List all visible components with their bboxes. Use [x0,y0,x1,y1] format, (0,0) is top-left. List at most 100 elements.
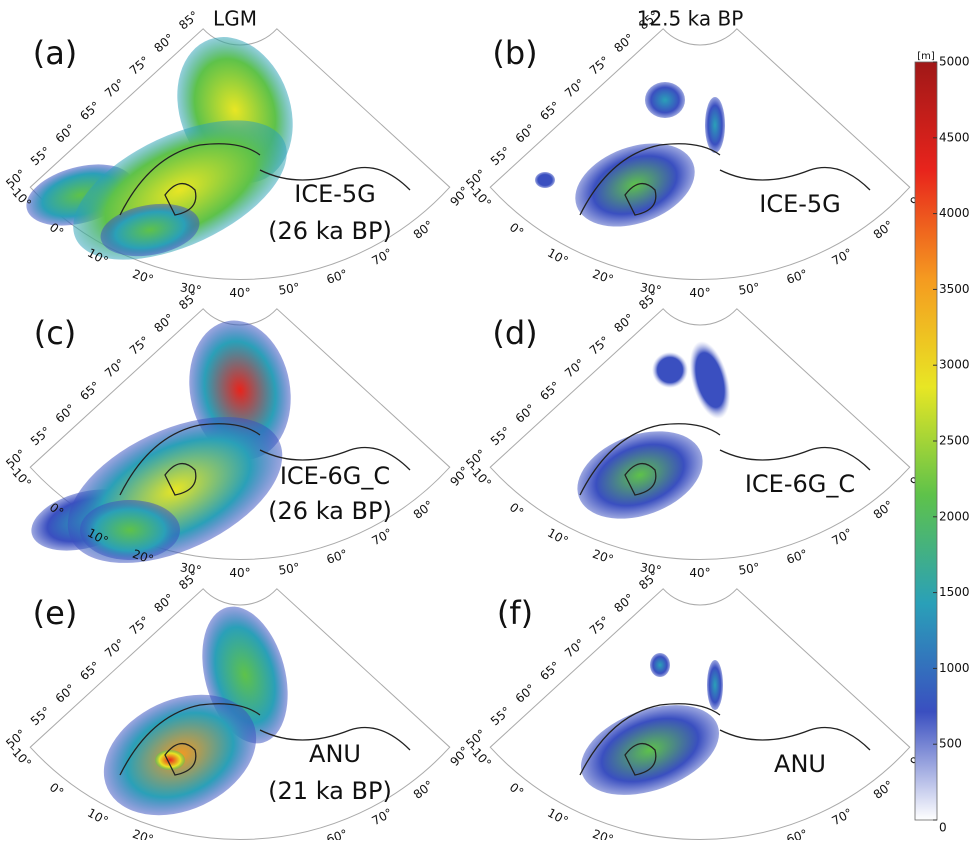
colorbar-tick-label: 3000 [939,358,970,372]
map-frame [490,29,910,280]
lat-label: 70° [102,356,127,380]
lon-label: 20° [131,267,156,287]
lon-label: 80° [411,778,436,802]
model-name: ANU [309,740,361,768]
map-panel: 50°55°60°65°70°75°80°85°-10°0°10°20°30°4… [3,288,472,593]
lat-label: 55° [488,424,513,448]
lat-label: 70° [562,76,587,100]
lat-label: 70° [102,76,127,100]
lon-label: 50° [738,280,761,297]
ice-sheet [535,172,555,188]
lat-label: 55° [28,424,53,448]
lat-label: 55° [488,144,513,168]
page: {"columns": ["LGM", "12.5 ka BP"], "pane… [0,0,970,840]
map-panel: 50°55°60°65°70°75°80°85°-10°0°10°20°30°4… [3,8,472,300]
lat-label: 80° [151,311,176,335]
model-age: (26 ka BP) [268,217,392,245]
ice-sheet [650,653,670,677]
lon-label: 40° [229,286,250,300]
lat-label: 65° [537,659,562,683]
lon-label: 10° [545,806,570,828]
lon-label: 60° [325,827,350,840]
lon-label: 50° [278,560,301,577]
map-panel: 50°55°60°65°70°75°80°85°-10°0°10°20°30°4… [3,568,472,840]
lon-label: 0° [507,220,526,239]
lat-label: 60° [513,681,538,705]
lon-label: 70° [370,526,395,548]
lon-label: 20° [591,547,616,567]
panel-label: (b) [492,34,537,72]
lon-label: 20° [591,827,616,840]
lat-label: 75° [587,613,612,637]
lon-label: 20° [591,267,616,287]
lon-label: 50° [278,280,301,297]
lon-label: 60° [325,547,350,567]
lon-label: 60° [785,547,810,567]
lon-label: 20° [131,827,156,840]
ice-sheet [705,97,725,153]
model-name: ICE-6G_C [280,462,390,490]
lon-label: 80° [871,218,896,242]
panel-label: (e) [33,594,78,632]
lon-label: 0° [507,780,526,799]
lon-label: 40° [229,566,250,580]
lat-label: 65° [77,99,102,123]
lat-label: 65° [537,379,562,403]
lat-label: 75° [127,333,152,357]
model-name: ICE-5G [759,190,841,218]
map-panel: 50°55°60°65°70°75°80°85°-10°0°10°20°30°4… [463,8,932,300]
lon-label: 80° [411,498,436,522]
lat-label: 60° [53,681,78,705]
colorbar-tick-label: 500 [939,737,962,751]
lat-label: 75° [587,333,612,357]
ice-sheet [652,352,688,388]
lat-label: 60° [53,401,78,425]
lon-label: 10° [545,526,570,548]
map-panel: 50°55°60°65°70°75°80°85°-10°0°10°20°30°4… [463,568,932,840]
lon-label: 60° [785,827,810,840]
lon-label: 60° [785,267,810,287]
panel-label: (f) [497,594,533,632]
lon-label: 70° [830,526,855,548]
lat-label: 80° [151,31,176,55]
lon-label: 70° [830,246,855,268]
lat-label: 60° [513,401,538,425]
lon-label: 40° [689,286,710,300]
lat-label: 75° [587,53,612,77]
lon-label: 70° [830,806,855,828]
lat-label: 80° [611,311,636,335]
lat-label: 75° [127,53,152,77]
lat-label: 80° [611,591,636,615]
lon-label: 70° [370,806,395,828]
lon-label: 50° [738,560,761,577]
colorbar-tick-label: 1000 [939,661,970,675]
lat-label: 80° [611,31,636,55]
lat-label: 65° [537,99,562,123]
column-title: LGM [213,7,257,31]
lon-label: 10° [545,246,570,268]
lat-label: 65° [77,379,102,403]
map-panel: 50°55°60°65°70°75°80°85°-10°0°10°20°30°4… [463,288,932,580]
colorbar-tick-label: 3500 [939,282,970,296]
colorbar-tick-label: 4500 [939,130,970,144]
lon-label: 40° [689,566,710,580]
lon-label: 10° [85,806,110,828]
ice-sheet [707,660,723,710]
model-age: (26 ka BP) [268,497,392,525]
lat-label: 75° [127,613,152,637]
colorbar-tick-label: 2500 [939,434,970,448]
lon-label: 60° [325,267,350,287]
panel-label: (d) [492,314,537,352]
lat-label: 85° [176,8,201,32]
lon-label: 80° [411,218,436,242]
colorbar-tick-label: 4000 [939,206,970,220]
lon-label: 80° [871,778,896,802]
lon-label: 70° [370,246,395,268]
lon-label: 80° [871,498,896,522]
model-age: (21 ka BP) [268,777,392,805]
panel-label: (c) [34,314,77,352]
lat-label: 70° [102,636,127,660]
colorbar-tick-label: 0 [939,821,947,835]
lon-label: 0° [47,780,66,799]
colorbar-tick-label: 1500 [939,585,970,599]
